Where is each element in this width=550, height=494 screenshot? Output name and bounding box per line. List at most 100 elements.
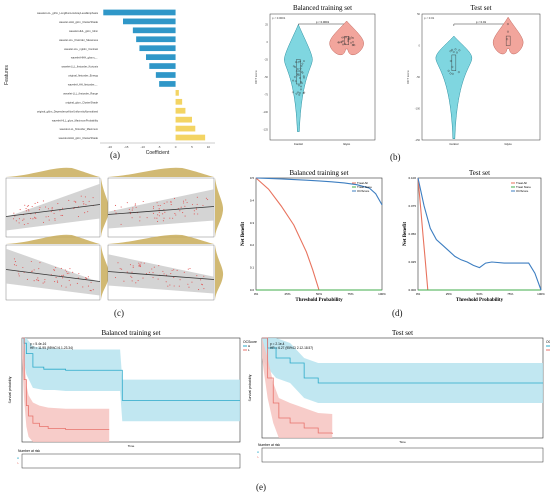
scatter-point [205,197,207,199]
data-point [293,76,296,78]
scatter-point [166,201,168,203]
data-point [352,37,354,39]
y-tick-label: 0.050 [408,232,416,236]
confidence-band-l [22,338,110,442]
scatter-point [42,200,44,202]
data-point [353,44,356,47]
y-tick-label: -25 [264,58,268,62]
legend-label: Treat None [516,185,531,189]
scatter-point [171,269,173,271]
scatter-point [165,274,168,276]
scatter-point [138,264,140,266]
p-value: p = 2.1e-4 [270,342,285,346]
bar-0 [103,9,176,16]
scatter-point [132,265,134,267]
scatter-point [131,217,133,219]
scatter-point [13,258,15,260]
scatter-point [28,210,30,212]
scatter-point [85,276,87,279]
feature-label: wavelet-HHL_glcm_Idmn [69,29,99,33]
scatter-point [48,219,50,221]
scatter-point [148,271,150,273]
scatter-point [195,208,197,210]
data-point [296,74,299,77]
scatter-point [142,277,144,279]
legend-label: OCScore [516,189,529,193]
scatter-point [57,203,59,205]
scatter-point [55,267,57,269]
y-tick-label: 0.0 [250,288,255,292]
scatter-point [68,279,70,282]
data-point [299,77,301,79]
scatter-point [54,218,56,220]
scatter-point [72,271,74,273]
scatter-point [176,269,178,271]
marginal-top-density [6,167,100,177]
scatter-point [128,208,130,210]
y-axis-title: Net Benefit [241,222,246,246]
chart-title: Balanced training set [289,169,348,177]
plot-frame [421,13,541,141]
legend-label: Treat All [357,181,368,185]
scatter-point [50,211,52,213]
data-point [296,72,299,75]
scatter-point [75,201,77,203]
scatter-point [188,286,190,288]
scatter-point [120,223,122,225]
feature-label: wavelet-LLL_firstorder_Range [63,91,98,95]
scatter-point [32,218,34,220]
scatter-point [202,204,204,206]
chart-title: Balanced training set [293,4,352,12]
scatter-point [196,203,198,205]
feature-label: wavelet-LLL_firstorder_Maximum [60,127,98,131]
scatter-point [162,220,164,222]
scatter-point [30,217,32,219]
data-point [295,70,298,73]
x-axis-title: Time [399,440,406,444]
y-tick-label: -50 [416,75,420,79]
data-point [350,36,353,39]
scatter-point [25,208,27,210]
scatter-point [18,275,20,277]
feature-label: original_glcm_ClusterShade [66,100,99,104]
data-point [451,65,454,68]
scatter-point [173,276,175,279]
data-point [297,61,300,64]
scatter-point [62,274,65,276]
marginal-right-density [215,245,224,300]
scatter-point [26,278,28,281]
confidence-band [108,254,214,294]
scatter-point [44,281,46,283]
y-tick-label: 0.2 [250,243,255,247]
data-point [340,41,343,44]
scatter-point [87,211,89,213]
scatter-point [131,271,133,273]
scatter-point [88,200,90,202]
marginal-right-density [215,178,224,237]
scatter-point [22,219,24,221]
legend-label: L [248,348,250,352]
scatter-point [134,203,136,205]
scatter-point [164,211,166,213]
scatter-point [47,215,49,218]
scatter-point [73,200,75,202]
scatter-point [126,202,128,204]
scatter-point [163,202,165,204]
scatter-point [135,282,137,284]
scatter-point [15,220,17,222]
x-tick-label: Glyco [343,142,351,146]
confidence-band-h [262,338,543,403]
scatter-point [45,206,47,208]
panel-e-test-km: Test set p = 2.1e-4HR = 6.27 (95%CI 2.12-… [248,329,550,463]
scatter-point [34,202,36,204]
scatter-point [175,214,177,216]
scatter-point [139,264,141,266]
feature-label: original_firstorder_Energy [68,74,98,78]
y-tick-label: -125 [263,128,269,132]
scatter-point [201,284,203,286]
hazard-ratio: HR = 6.27 (95%CI 2.12-18.57) [270,346,313,350]
scatter-point [66,271,68,273]
scatter-point [61,285,63,287]
scatter-point [197,213,199,215]
caption-c: (c) [114,308,124,318]
